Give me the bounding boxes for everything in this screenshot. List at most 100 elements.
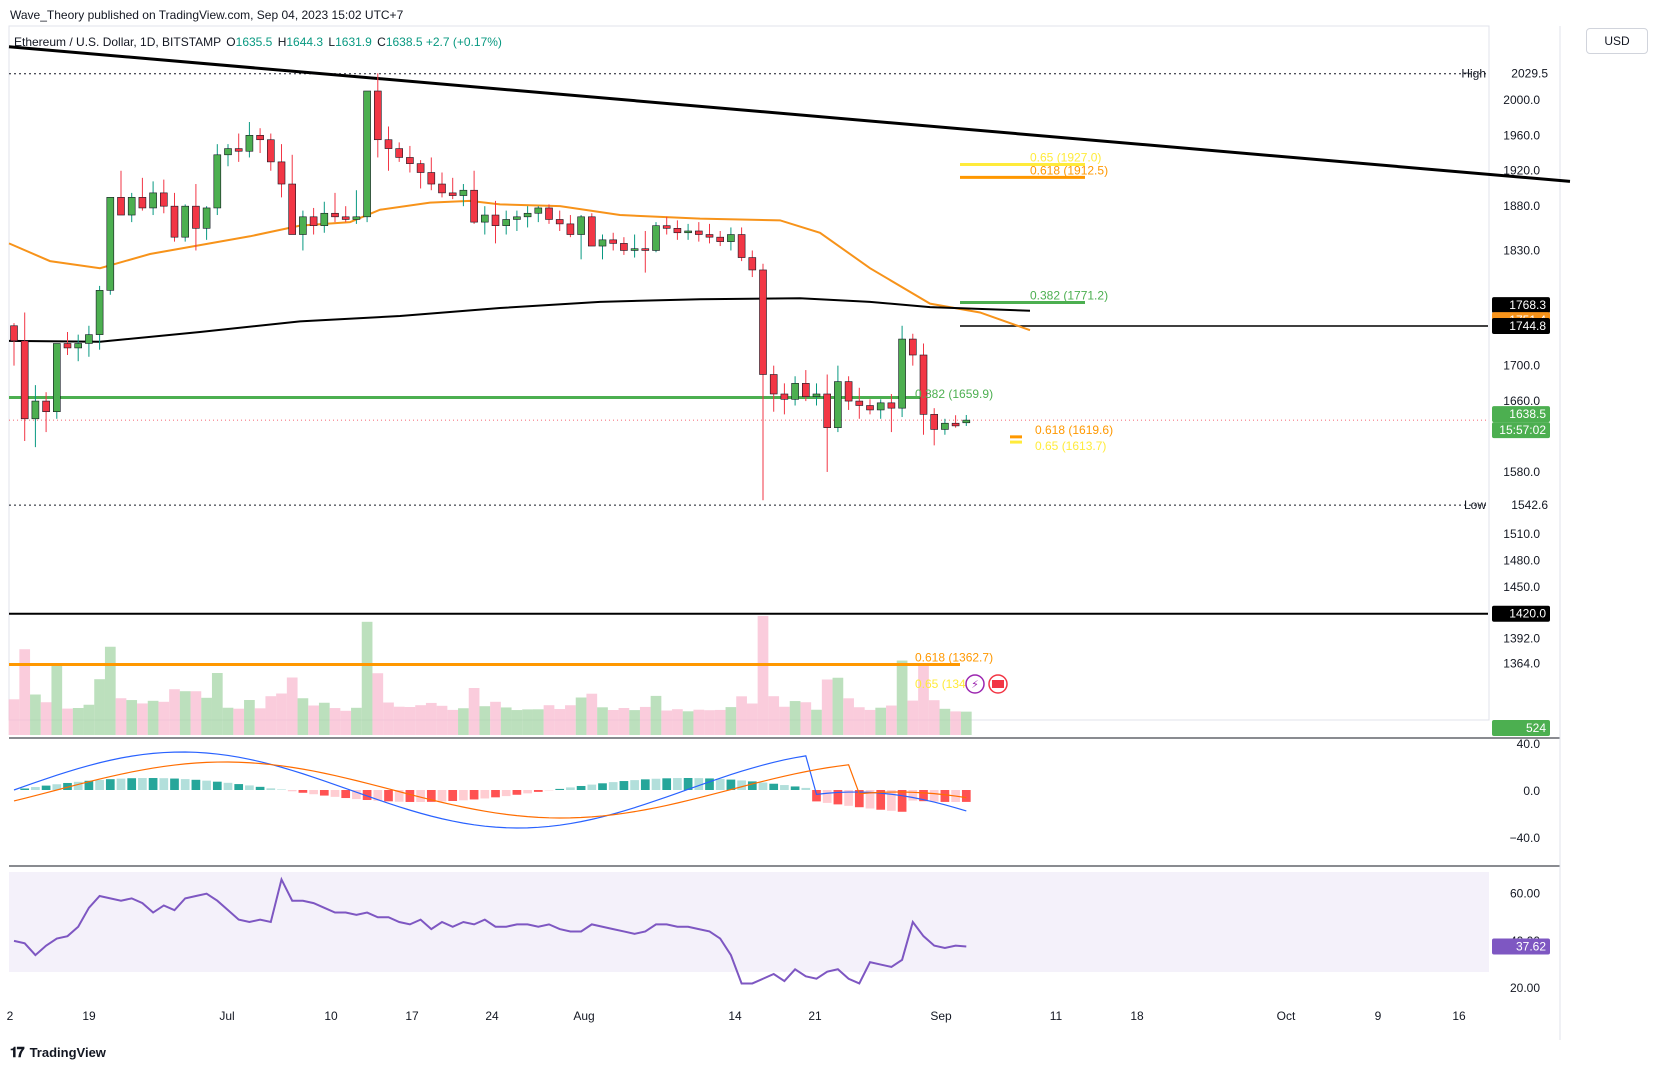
candle-body bbox=[288, 183, 297, 235]
macd-histogram-bar bbox=[255, 786, 265, 790]
volume-bar bbox=[522, 709, 533, 735]
macd-histogram-bar bbox=[897, 790, 907, 812]
macd-histogram-bar bbox=[234, 784, 244, 790]
macd-histogram-bar bbox=[523, 790, 532, 794]
candle-body bbox=[438, 183, 446, 194]
macd-histogram-bar bbox=[319, 790, 329, 796]
candle-body bbox=[352, 216, 361, 220]
volume-bar bbox=[554, 709, 566, 735]
volume-bar bbox=[714, 709, 726, 735]
volume-bar bbox=[372, 673, 384, 735]
symbol-title[interactable]: Ethereum / U.S. Dollar, 1D, BITSTAMP bbox=[14, 35, 221, 49]
macd-histogram-bar bbox=[394, 790, 404, 802]
volume-bar bbox=[746, 703, 758, 735]
open-value: 1635.5 bbox=[235, 35, 273, 49]
macd-histogram-bar bbox=[833, 790, 843, 805]
volume-bar bbox=[704, 710, 715, 735]
candle-body bbox=[662, 225, 671, 229]
candle-body bbox=[780, 393, 789, 400]
macd-histogram-bar bbox=[437, 790, 447, 802]
price-badge-label: 1768.3 bbox=[1509, 298, 1546, 312]
price-tick-label: 2000.0 bbox=[1503, 93, 1540, 107]
volume-bar bbox=[639, 706, 651, 735]
candle-body bbox=[609, 239, 618, 244]
macd-histogram-bar bbox=[673, 778, 682, 790]
currency-button[interactable]: USD bbox=[1586, 28, 1648, 54]
macd-histogram-bar bbox=[266, 788, 276, 790]
macd-histogram-bar bbox=[309, 790, 318, 795]
candle-body bbox=[31, 400, 40, 420]
price-tick-label: 1830.0 bbox=[1503, 243, 1540, 257]
volume-bar bbox=[565, 705, 576, 735]
candle-body bbox=[341, 216, 350, 220]
macd-histogram-bar bbox=[405, 790, 415, 802]
volume-bar bbox=[864, 709, 876, 735]
rsi-tick-label: 60.00 bbox=[1510, 887, 1540, 901]
lightning-glyph: ⚡ bbox=[971, 678, 979, 691]
fib-label: 0.382 (1771.2) bbox=[1030, 289, 1108, 303]
volume-bar bbox=[447, 709, 459, 735]
macd-histogram-bar bbox=[52, 784, 62, 790]
volume-bar bbox=[158, 701, 170, 735]
volume-bar bbox=[254, 708, 266, 735]
volume-bar bbox=[297, 698, 309, 735]
candle-body bbox=[930, 414, 939, 430]
volume-bar bbox=[72, 708, 84, 735]
price-tick-label: 1364.0 bbox=[1503, 656, 1540, 670]
macd-histogram-bar bbox=[105, 779, 115, 790]
volume-bar bbox=[458, 708, 469, 735]
macd-histogram-bar bbox=[138, 778, 147, 790]
fib-label: 0.65 (1613.7) bbox=[1035, 439, 1106, 453]
macd-histogram-bar bbox=[566, 787, 575, 790]
volume-bar bbox=[415, 705, 426, 735]
macd-histogram-bar bbox=[330, 790, 340, 797]
macd-histogram-bar bbox=[501, 790, 511, 797]
candle-body bbox=[769, 374, 778, 395]
price-chart[interactable]: 0.65 (1927.0)0.618 (1912.5) 0.382 (1771.2… bbox=[0, 0, 1658, 1040]
candle-body bbox=[716, 236, 725, 242]
volume-bar bbox=[532, 709, 544, 735]
macd-histogram-bar bbox=[202, 780, 211, 790]
macd-histogram-bar bbox=[41, 785, 51, 790]
volume-bar bbox=[500, 707, 512, 735]
macd-histogram-bar bbox=[191, 779, 201, 790]
tradingview-logo-icon: 𝟏𝟕 bbox=[10, 1044, 25, 1060]
price-tick-label: 1660.0 bbox=[1503, 394, 1540, 408]
macd-histogram-bar bbox=[512, 790, 522, 795]
candle-body bbox=[641, 248, 650, 251]
volume-bar bbox=[265, 696, 277, 735]
macd-histogram-bar bbox=[212, 781, 222, 790]
candle-body bbox=[277, 161, 286, 185]
high-value: 2029.5 bbox=[1511, 67, 1548, 81]
volume-bar bbox=[211, 673, 223, 735]
candle-body bbox=[748, 257, 757, 271]
footer: 𝟏𝟕 TradingView bbox=[10, 1044, 106, 1061]
macd-histogram-bar bbox=[448, 790, 458, 801]
candle-body bbox=[759, 269, 767, 375]
time-tick-label: 16 bbox=[1452, 1009, 1466, 1023]
volume-bar bbox=[104, 646, 116, 735]
macd-histogram-bar bbox=[822, 790, 832, 803]
low-value: 1631.9 bbox=[335, 35, 372, 49]
volume-bar bbox=[811, 709, 822, 735]
candle-body bbox=[673, 228, 682, 234]
volume-bar bbox=[693, 709, 705, 735]
rsi-line bbox=[13, 876, 967, 985]
change-value: +2.7 (+0.17%) bbox=[425, 35, 502, 49]
price-badge bbox=[1492, 297, 1550, 314]
candle-body bbox=[523, 212, 532, 218]
volume-bar bbox=[19, 649, 31, 735]
low-label: Low bbox=[1464, 498, 1486, 512]
volume-bar bbox=[928, 700, 940, 735]
macd-histogram-bar bbox=[929, 790, 939, 802]
lightning-event-icon bbox=[965, 674, 985, 694]
macd-histogram-bar bbox=[426, 790, 436, 802]
macd-histogram-bar bbox=[384, 790, 393, 802]
price-tick-label: 1510.0 bbox=[1503, 527, 1540, 541]
volume-bar bbox=[886, 705, 897, 735]
candle-body bbox=[566, 223, 575, 235]
volume-bar bbox=[286, 677, 298, 735]
volume-bar bbox=[425, 702, 437, 735]
candle-body bbox=[951, 422, 960, 427]
volume-bar bbox=[939, 708, 951, 735]
